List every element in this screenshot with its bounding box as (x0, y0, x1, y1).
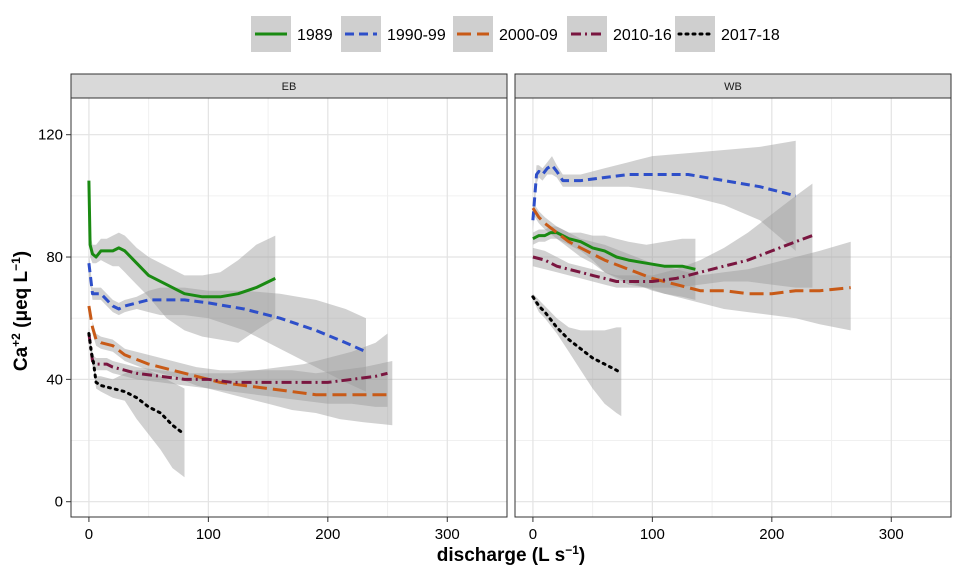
facet-strip-label: EB (282, 81, 297, 93)
gridlines (515, 98, 951, 517)
y-axis-title: Ca+2 (μeq L−1) (9, 251, 32, 371)
legend-item-2017-18: 2017-18 (675, 16, 780, 52)
legend-item-2010-16: 2010-16 (567, 16, 672, 52)
confidence-band-1990-99 (88, 254, 367, 392)
series-line-2000-09 (87, 305, 393, 397)
legend: 1989 1990-99 2000-09 2010-16 2017-18 (251, 16, 780, 52)
series-line-2017-18 (87, 332, 186, 436)
legend-label: 1990-99 (387, 27, 446, 44)
y-tick-label: 80 (46, 249, 63, 266)
confidence-band-1989 (90, 232, 276, 343)
series-line-2017-18 (531, 295, 623, 375)
series-lines (87, 180, 393, 436)
x-tick-label: 300 (879, 526, 904, 543)
x-tick-label: 100 (196, 526, 221, 543)
x-tick-label: 0 (85, 526, 93, 543)
series-line-1989 (532, 231, 696, 271)
legend-item-2000-09: 2000-09 (453, 16, 558, 52)
confidence-band-2000-09 (532, 202, 851, 331)
series-line-1989 (87, 180, 276, 299)
confidence-band-2017-18 (88, 330, 185, 478)
panel-border (70, 97, 508, 518)
confidence-band-2010-16 (88, 327, 388, 407)
series-lines (531, 163, 851, 375)
facet-strip (514, 73, 952, 99)
panel-border (514, 97, 952, 518)
gridlines (71, 98, 507, 517)
x-axis-title: discharge (L s−1) (437, 543, 586, 566)
legend-label: 2017-18 (721, 27, 780, 44)
series-line-1990-99 (531, 163, 797, 221)
series-line-2010-16 (532, 234, 813, 283)
legend-item-1989: 1989 (251, 16, 333, 52)
y-tick-label: 120 (38, 127, 63, 144)
legend-label: 1989 (297, 27, 333, 44)
y-tick-label: 40 (46, 371, 63, 388)
legend-label: 2000-09 (499, 27, 558, 44)
facet-strip-label: WB (724, 81, 742, 93)
series-line-1990-99 (87, 263, 367, 354)
panel-background (71, 98, 507, 517)
x-axis: 0 100 200 300 (529, 517, 904, 543)
confidence-ribbons (88, 232, 393, 478)
series-line-2010-16 (87, 333, 388, 384)
x-tick-label: 200 (759, 526, 784, 543)
x-tick-label: 200 (315, 526, 340, 543)
y-axis: 0 40 80 120 (38, 127, 71, 511)
panel-background (515, 98, 951, 517)
panel-WB: WB 0 100 200 300 (514, 73, 952, 543)
legend-item-1990-99: 1990-99 (341, 16, 446, 52)
x-tick-label: 300 (435, 526, 460, 543)
y-tick-label: 0 (55, 494, 63, 511)
facet-panels: EB 0 100 200 300 0 40 80 120 WB 0 100 200 300 (38, 73, 952, 543)
series-line-2000-09 (531, 207, 851, 296)
panel-EB: EB 0 100 200 300 0 40 80 120 (38, 73, 508, 543)
confidence-band-2000-09 (92, 321, 393, 426)
confidence-band-1990-99 (532, 140, 796, 251)
x-tick-label: 0 (529, 526, 537, 543)
facet-strip (70, 73, 508, 99)
x-tick-label: 100 (640, 526, 665, 543)
legend-label: 2010-16 (613, 27, 672, 44)
x-axis: 0 100 200 300 (85, 517, 460, 543)
